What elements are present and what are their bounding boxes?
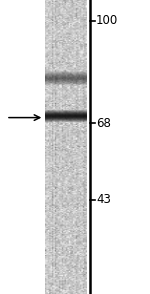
Text: 43: 43 (96, 193, 111, 206)
Text: 68: 68 (96, 117, 111, 130)
Text: 100: 100 (96, 14, 118, 27)
